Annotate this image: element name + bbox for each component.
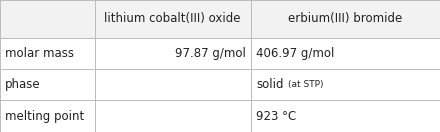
Text: 923 °C: 923 °C: [256, 110, 296, 123]
Text: 406.97 g/mol: 406.97 g/mol: [256, 47, 334, 60]
Text: solid: solid: [256, 78, 284, 91]
Bar: [0, 100, 95, 132]
Bar: [251, 100, 440, 132]
Bar: [0, 69, 95, 100]
Bar: [95, 100, 251, 132]
Bar: [95, 0, 251, 38]
Bar: [95, 38, 251, 69]
Bar: [251, 69, 440, 100]
Text: melting point: melting point: [5, 110, 84, 123]
Bar: [0, 0, 95, 38]
Bar: [251, 0, 440, 38]
Bar: [95, 69, 251, 100]
Text: molar mass: molar mass: [5, 47, 74, 60]
Text: erbium(III) bromide: erbium(III) bromide: [288, 12, 403, 25]
Text: (at STP): (at STP): [288, 80, 323, 89]
Text: lithium cobalt(III) oxide: lithium cobalt(III) oxide: [104, 12, 241, 25]
Bar: [0, 38, 95, 69]
Text: phase: phase: [5, 78, 41, 91]
Text: 97.87 g/mol: 97.87 g/mol: [175, 47, 246, 60]
Bar: [251, 38, 440, 69]
